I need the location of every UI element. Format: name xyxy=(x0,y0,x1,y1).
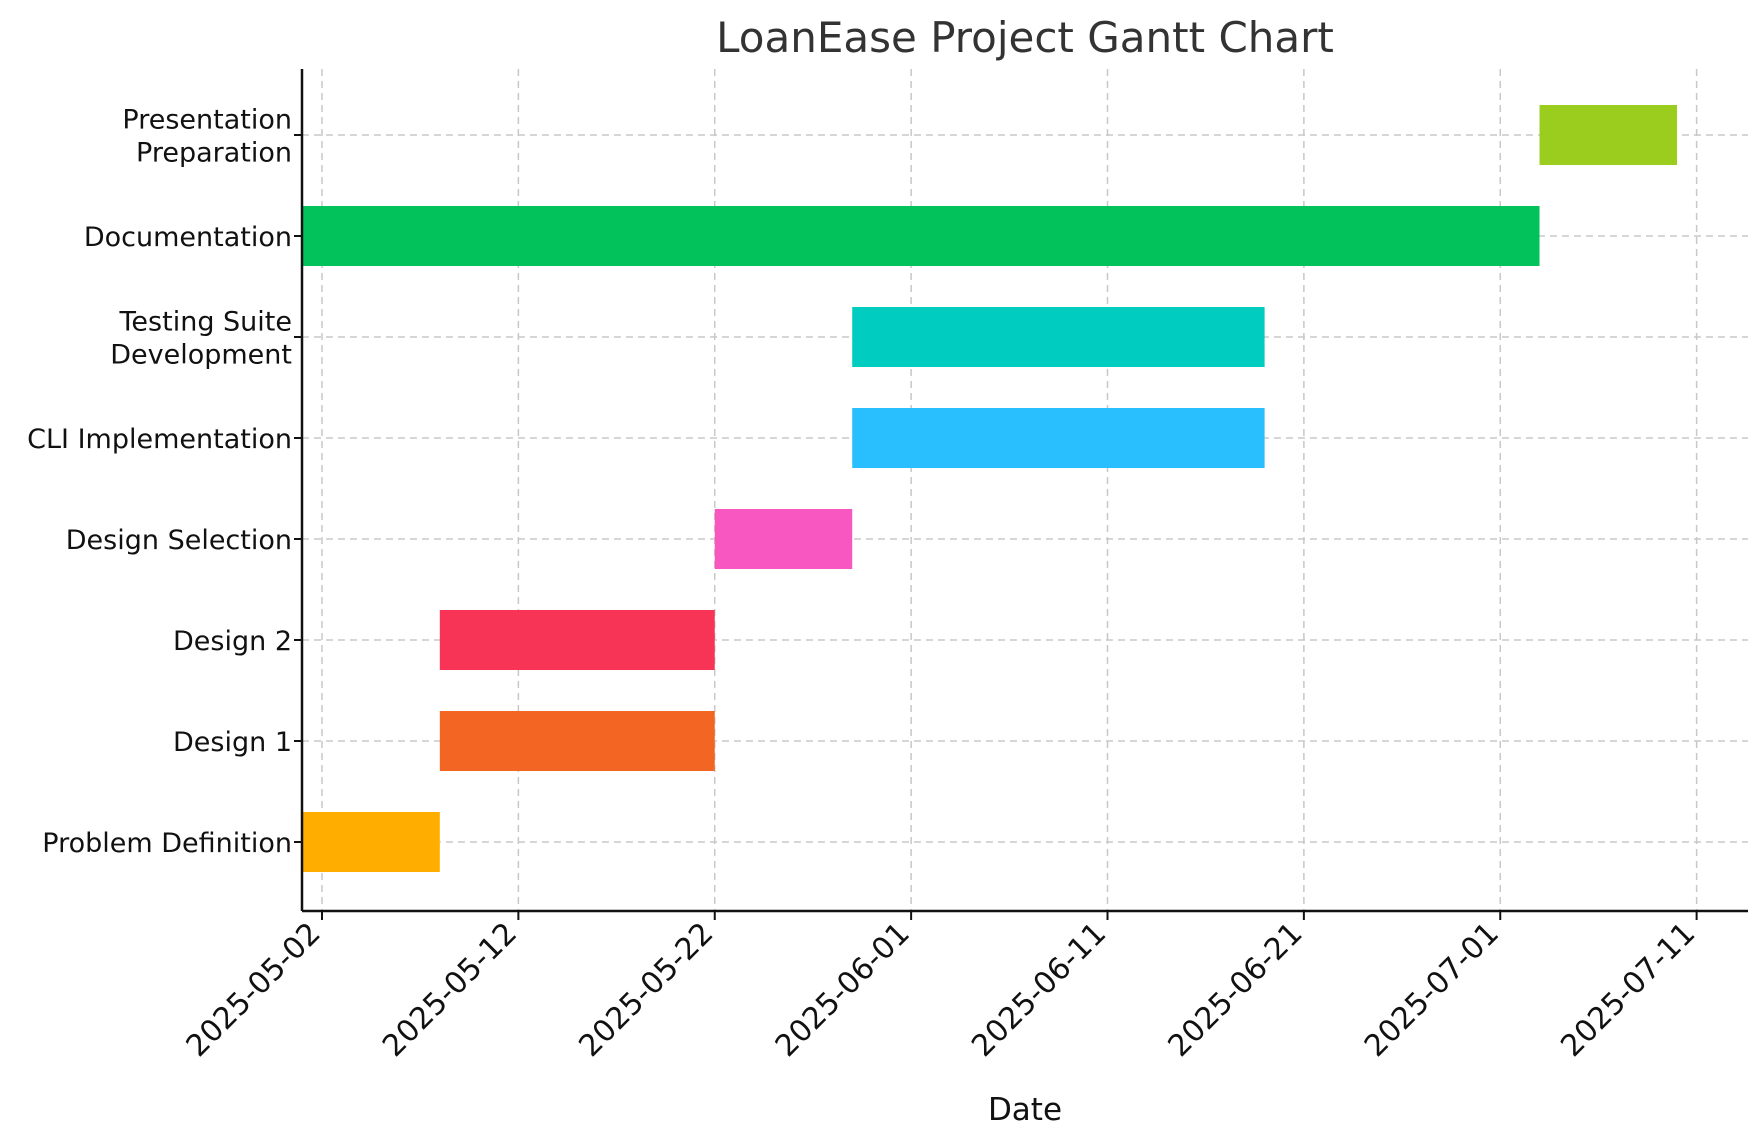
task-label: Testing Suite Development xyxy=(110,307,292,371)
task-label-line: Problem Definition xyxy=(42,828,292,859)
task-bar xyxy=(852,408,1265,468)
x-tick-label: 2025-06-21 xyxy=(1161,916,1309,1064)
task-bars xyxy=(302,105,1677,872)
task-label: Documentation xyxy=(84,222,292,253)
task-label-line: CLI Implementation xyxy=(27,424,292,455)
task-label: Problem Definition xyxy=(42,828,292,859)
x-axis-ticks: 2025-05-02 2025-05-12 2025-05-22 2025-06-01… xyxy=(180,911,1702,1064)
task-label-line: Design 2 xyxy=(173,626,292,657)
task-bar xyxy=(714,509,853,569)
x-tick-label: 2025-06-11 xyxy=(965,916,1113,1064)
task-label-line: Development xyxy=(110,340,292,371)
task-label-line: Testing Suite xyxy=(119,307,292,338)
task-label: Design 2 xyxy=(173,626,292,657)
task-bar xyxy=(852,307,1265,367)
task-bar xyxy=(439,711,715,771)
task-label-line: Preparation xyxy=(136,138,292,169)
task-label: Design Selection xyxy=(66,525,292,556)
x-tick-label: 2025-05-22 xyxy=(572,916,720,1064)
chart-title: LoanEase Project Gantt Chart xyxy=(716,13,1334,62)
x-tick-label: 2025-06-01 xyxy=(769,916,917,1064)
task-label-line: Documentation xyxy=(84,222,292,253)
task-label: Design 1 xyxy=(173,727,292,758)
grid-lines xyxy=(302,69,1748,911)
x-tick-label: 2025-07-01 xyxy=(1358,916,1506,1064)
task-label-line: Design 1 xyxy=(173,727,292,758)
task-label: CLI Implementation xyxy=(27,424,292,455)
task-bar xyxy=(1539,105,1677,165)
task-label-line: Design Selection xyxy=(66,525,292,556)
x-tick-label: 2025-05-02 xyxy=(180,916,328,1064)
task-bar xyxy=(439,610,715,670)
task-bar xyxy=(302,812,440,872)
x-tick-label: 2025-07-11 xyxy=(1554,916,1702,1064)
x-tick-label: 2025-05-12 xyxy=(376,916,524,1064)
task-label: Presentation Preparation xyxy=(122,105,292,169)
task-label-line: Presentation xyxy=(122,105,292,136)
x-axis-label: Date xyxy=(988,1092,1062,1128)
task-bar xyxy=(302,206,1540,266)
y-axis-ticks: Problem Definition Design 1 Design 2 Design… xyxy=(27,105,302,859)
